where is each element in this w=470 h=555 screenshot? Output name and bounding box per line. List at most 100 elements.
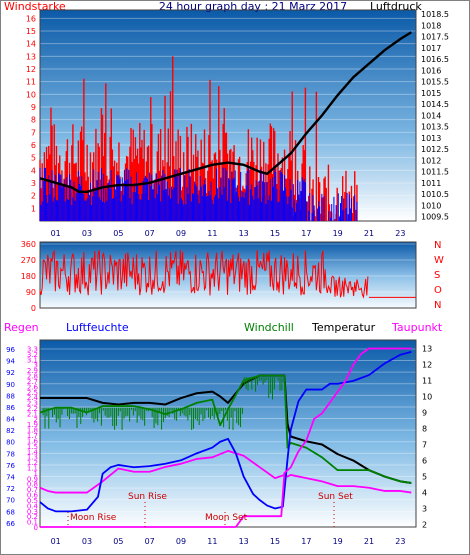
pressure-tick-label: 1016 (421, 66, 441, 75)
humidity-tick-label: 86 (6, 404, 15, 412)
humidity-tick-label: 92 (6, 369, 15, 377)
pressure-tick-label: 1011.5 (421, 168, 449, 177)
hour-tick-label: 07 (145, 537, 155, 546)
temperature-tick-label: 12 (422, 360, 432, 369)
sun-rise-label: Sun Rise (128, 492, 167, 502)
pressure-tick-label: 1014 (421, 111, 441, 120)
moon-rise-label: Moon Rise (70, 513, 117, 523)
temperature-tick-label: 2 (422, 521, 427, 530)
regen-tick-label: 2.3 (27, 400, 38, 408)
direction-tick-label: 180 (21, 272, 36, 281)
pressure-tick-label: 1011 (421, 179, 441, 188)
humidity-tick-label: 72 (6, 485, 15, 493)
series-line-windchill (39, 374, 412, 484)
moon-set-label: Moon Set (205, 513, 248, 523)
hour-tick-label: 05 (113, 229, 123, 238)
humidity-tick-label: 84 (6, 416, 15, 424)
regen-tick-label: 0.2 (27, 513, 38, 521)
hour-tick-label: 05 (113, 537, 123, 546)
regen-tick-label: 2.1 (27, 410, 38, 418)
wind-tick-label: 9 (31, 103, 36, 112)
temperature-tick-label: 5 (422, 473, 427, 482)
temperature-tick-label: 6 (422, 457, 427, 466)
humidity-tick-label: 88 (6, 392, 15, 400)
regen-tick-label: 1.8 (27, 427, 38, 435)
marks-layer (39, 31, 416, 528)
regen-tick-label: 0.5 (27, 497, 38, 505)
hour-tick-label: 21 (364, 537, 374, 546)
pressure-tick-label: 1012 (421, 156, 441, 165)
series-line-regen (40, 347, 412, 528)
temperatur-label: Temperatur (311, 321, 376, 334)
pressure-tick-label: 1013 (421, 134, 441, 143)
direction-tick-label: 90 (26, 288, 36, 297)
wind-tick-label: 10 (26, 90, 36, 99)
pressure-tick-label: 1016.5 (421, 55, 449, 64)
direction-letter: N (434, 240, 441, 251)
pressure-tick-label: 1018.5 (421, 10, 449, 19)
humidity-tick-label: 78 (6, 450, 15, 458)
regen-tick-label: 1.7 (27, 432, 38, 440)
windchill-label: Windchill (244, 321, 294, 334)
humidity-tick-label: 66 (6, 520, 15, 528)
direction-tick-label: 360 (21, 240, 36, 249)
regen-tick-label: 2.9 (27, 367, 38, 375)
hour-tick-label: 03 (82, 537, 92, 546)
direction-letter: W (434, 255, 444, 266)
pressure-tick-label: 1017 (421, 44, 441, 53)
regen-label: Regen (4, 321, 39, 334)
wind-tick-label: 11 (26, 78, 36, 87)
sun-moon-events: Moon Rise Sun Rise Moon Set Sun Set (67, 492, 353, 527)
wind-tick-label: 1 (31, 204, 36, 213)
pressure-tick-label: 1013.5 (421, 123, 449, 132)
chart-title: 24 hour graph day : 21 Marz 2017 (159, 0, 347, 13)
regen-tick-label: 0 (34, 524, 38, 532)
temperature-tick-label: 10 (422, 392, 432, 401)
regen-tick-label: 2.2 (27, 405, 38, 413)
hour-tick-label: 11 (207, 229, 217, 238)
pressure-tick-label: 1009.5 (421, 213, 449, 222)
pressure-tick-label: 1010.5 (421, 190, 449, 199)
hour-tick-label: 19 (333, 537, 343, 546)
humidity-tick-label: 80 (6, 439, 15, 447)
regen-tick-label: 3.2 (27, 351, 38, 359)
wind-tick-label: 6 (31, 141, 36, 150)
regen-tick-label: 2.6 (27, 383, 39, 391)
pressure-tick-label: 1010 (421, 201, 441, 210)
direction-tick-label: 0 (31, 304, 36, 313)
hour-tick-label: 09 (176, 229, 186, 238)
humidity-tick-label: 94 (6, 358, 15, 366)
direction-letter: O (434, 285, 442, 296)
series-line-luftfeuchte (39, 350, 412, 513)
direction-letter: N (434, 300, 441, 311)
hour-tick-label: 11 (207, 537, 217, 546)
regen-tick-label: 0.7 (27, 486, 38, 494)
regen-tick-label: 0.6 (27, 492, 39, 500)
hour-tick-label: 17 (301, 229, 311, 238)
regen-tick-label: 2.4 (27, 394, 39, 402)
wind-tick-label: 3 (31, 179, 36, 188)
temperature-tick-label: 8 (422, 424, 427, 433)
regen-tick-label: 0.8 (27, 481, 38, 489)
wind-tick-label: 13 (26, 52, 36, 61)
hour-tick-label: 13 (239, 229, 249, 238)
humidity-tick-label: 96 (6, 346, 15, 354)
temperature-tick-label: 4 (422, 489, 427, 498)
regen-tick-label: 2.8 (27, 373, 38, 381)
wind-tick-label: 12 (26, 65, 36, 74)
regen-tick-label: 3 (34, 362, 38, 370)
temperature-tick-label: 9 (422, 408, 427, 417)
regen-tick-label: 1.4 (27, 448, 39, 456)
wind-tick-label: 5 (31, 154, 36, 163)
regen-tick-label: 1.9 (27, 421, 38, 429)
wind-tick-label: 4 (31, 166, 36, 175)
pressure-tick-label: 1014.5 (421, 100, 449, 109)
hour-tick-label: 15 (270, 229, 280, 238)
temperature-tick-label: 3 (422, 505, 427, 514)
wind-tick-label: 7 (31, 128, 36, 137)
hour-tick-label: 01 (51, 229, 61, 238)
wind-tick-label: 16 (26, 14, 36, 23)
pressure-tick-label: 1012.5 (421, 145, 449, 154)
regen-tick-label: 1.6 (27, 437, 39, 445)
windchill-jitter (42, 377, 283, 430)
